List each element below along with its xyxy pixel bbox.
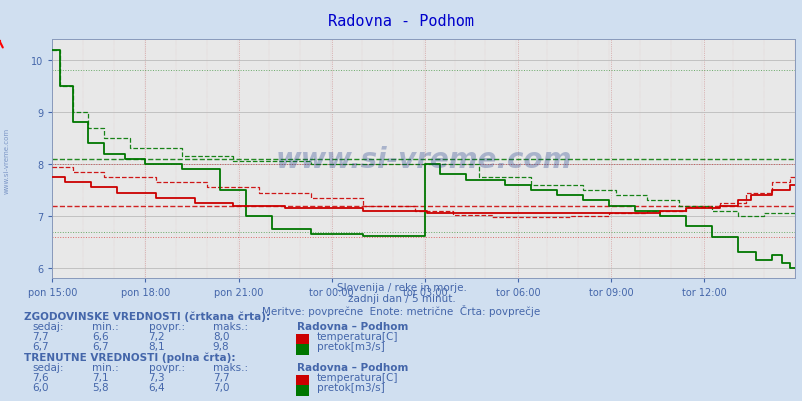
Text: 6,7: 6,7 [32, 341, 49, 351]
Text: 7,7: 7,7 [213, 372, 229, 382]
Text: maks.:: maks.: [213, 321, 248, 331]
Text: 7,3: 7,3 [148, 372, 165, 382]
Text: povpr.:: povpr.: [148, 321, 184, 331]
Text: Radovna - Podhom: Radovna - Podhom [328, 14, 474, 29]
Text: 7,2: 7,2 [148, 331, 165, 341]
Text: ZGODOVINSKE VREDNOSTI (črtkana črta):: ZGODOVINSKE VREDNOSTI (črtkana črta): [24, 311, 270, 321]
Text: 7,0: 7,0 [213, 382, 229, 392]
Text: maks.:: maks.: [213, 362, 248, 372]
Text: pretok[m3/s]: pretok[m3/s] [317, 382, 384, 392]
Text: min.:: min.: [92, 362, 119, 372]
Text: 7,7: 7,7 [32, 331, 49, 341]
Text: Meritve: povprečne  Enote: metrične  Črta: povprečje: Meritve: povprečne Enote: metrične Črta:… [262, 304, 540, 316]
Text: 6,0: 6,0 [32, 382, 49, 392]
Text: 5,8: 5,8 [92, 382, 109, 392]
Text: 8,0: 8,0 [213, 331, 229, 341]
Text: sedaj:: sedaj: [32, 321, 63, 331]
Text: 6,7: 6,7 [92, 341, 109, 351]
Text: zadnji dan / 5 minut.: zadnji dan / 5 minut. [347, 294, 455, 304]
Text: Slovenija / reke in morje.: Slovenija / reke in morje. [336, 283, 466, 293]
Text: www.si-vreme.com: www.si-vreme.com [3, 128, 10, 193]
Text: pretok[m3/s]: pretok[m3/s] [317, 341, 384, 351]
Text: TRENUTNE VREDNOSTI (polna črta):: TRENUTNE VREDNOSTI (polna črta): [24, 352, 235, 362]
Text: povpr.:: povpr.: [148, 362, 184, 372]
Text: temperatura[C]: temperatura[C] [317, 331, 398, 341]
Text: 7,6: 7,6 [32, 372, 49, 382]
Text: www.si-vreme.com: www.si-vreme.com [275, 146, 571, 173]
Text: 9,8: 9,8 [213, 341, 229, 351]
Text: 6,6: 6,6 [92, 331, 109, 341]
Text: 7,1: 7,1 [92, 372, 109, 382]
Text: Radovna – Podhom: Radovna – Podhom [297, 321, 408, 331]
Text: min.:: min.: [92, 321, 119, 331]
Text: temperatura[C]: temperatura[C] [317, 372, 398, 382]
Text: sedaj:: sedaj: [32, 362, 63, 372]
Text: 6,4: 6,4 [148, 382, 165, 392]
Text: Radovna – Podhom: Radovna – Podhom [297, 362, 408, 372]
Text: 8,1: 8,1 [148, 341, 165, 351]
